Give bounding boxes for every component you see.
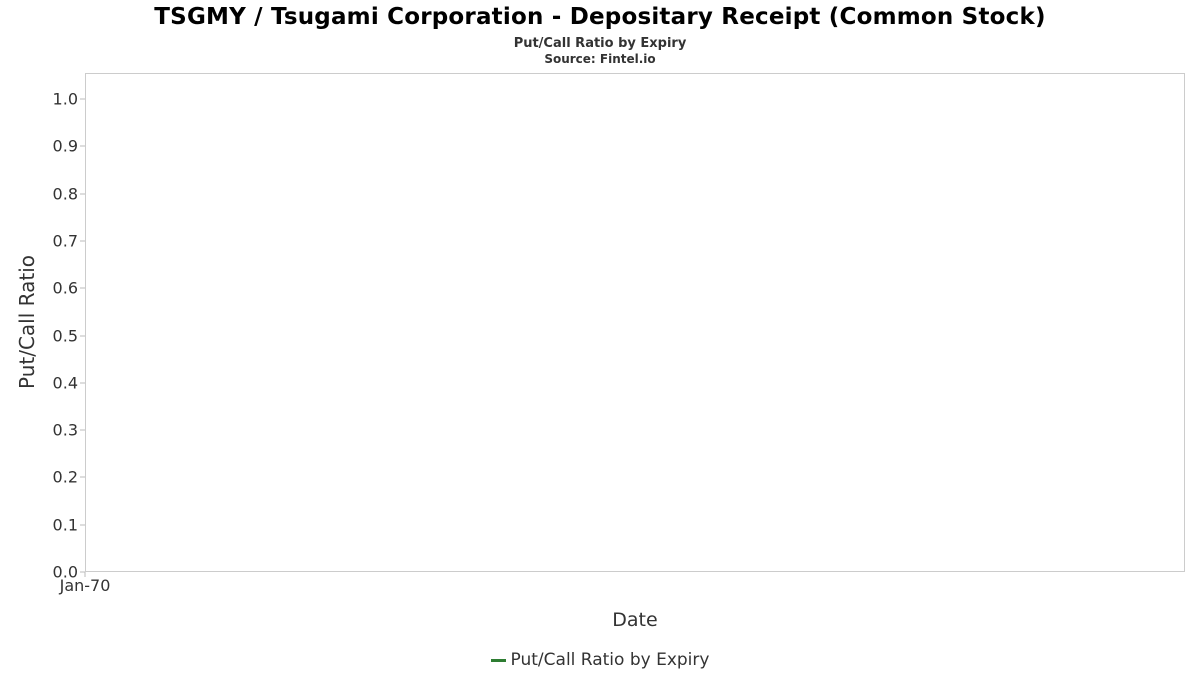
- y-tick-label: 0.7: [52, 231, 78, 251]
- y-tick-label: 0.5: [52, 326, 78, 345]
- legend-label: Put/Call Ratio by Expiry: [510, 650, 710, 670]
- plot-area: [85, 73, 1185, 572]
- y-tick-label: 0.9: [52, 136, 78, 156]
- y-tick-mark: [80, 335, 85, 336]
- x-axis-title: Date: [612, 609, 658, 631]
- y-tick-label: 0.4: [52, 373, 78, 393]
- x-tick-labels: Jan-70: [60, 576, 1185, 598]
- y-tick-mark: [80, 240, 85, 242]
- y-tick-label: 0.0: [52, 562, 78, 582]
- x-tick-mark: [84, 572, 86, 577]
- legend-line-marker: [490, 658, 506, 662]
- y-tick-label: 0.3: [52, 420, 78, 440]
- y-tick-mark: [80, 429, 85, 431]
- y-tick-label: 0.2: [52, 467, 78, 487]
- y-tick-mark: [80, 193, 85, 195]
- y-tick-mark: [80, 571, 85, 573]
- y-tick-label: 0.8: [52, 184, 78, 204]
- chart-title: TSGMY / Tsugami Corporation - Depositary…: [154, 4, 1046, 30]
- y-tick-label: 1.0: [52, 89, 78, 109]
- x-tick-marks: [84, 572, 1185, 577]
- y-tick-mark: [80, 524, 85, 526]
- y-tick-mark: [80, 98, 85, 100]
- y-tick-mark: [80, 382, 85, 384]
- y-tick-mark: [80, 145, 85, 147]
- legend: Put/Call Ratio by Expiry: [0, 648, 1200, 672]
- y-tick-mark: [80, 287, 85, 289]
- y-tick-label: 0.6: [52, 278, 78, 298]
- y-tick-labels: 1.0 0.9 0.8 0.7 0.6 0.5 0.4 0.3 0.2 0.1 0.0: [0, 90, 78, 582]
- x-tick-label: Jan-70: [59, 576, 111, 595]
- y-tick-marks: [80, 98, 85, 573]
- chart-source: Source: Fintel.io: [544, 52, 656, 66]
- chart-subtitle: Put/Call Ratio by Expiry: [513, 36, 687, 51]
- y-tick-label: 0.1: [52, 515, 78, 535]
- y-tick-mark: [80, 476, 85, 478]
